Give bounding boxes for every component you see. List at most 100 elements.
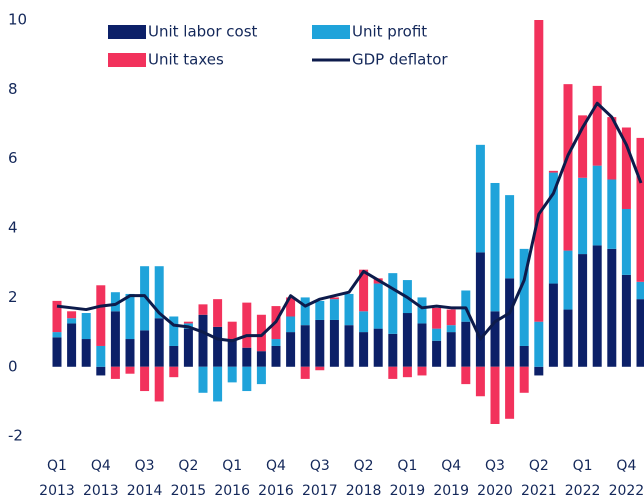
bar-segment [169,316,179,346]
y-tick-label: 10 [8,11,27,29]
bar-segment [52,337,62,367]
y-tick-label: 0 [8,357,18,375]
bar-segment [315,300,325,320]
bar-segment [446,332,456,367]
legend-label: Unit labor cost [148,23,258,41]
bar-segment [475,366,485,397]
bar-segment [81,339,91,367]
x-tick-label: Q2 2015 [170,458,207,499]
bar-segment [578,115,588,178]
bar-segment [52,332,62,338]
bar-segment [154,266,164,319]
bar-segment [432,340,442,367]
bar-segment [169,366,179,378]
y-tick-label: 8 [8,80,18,98]
bar-segment [432,307,442,329]
bar-segment [417,297,427,324]
bar-segment [388,333,398,367]
bar-segment [417,323,427,367]
bar-segment [183,328,193,367]
bar-segment [52,300,62,333]
bar-segment [461,321,471,367]
bar-segment [563,250,573,310]
bar-segment [359,269,369,312]
bar-segment [256,351,266,367]
bar-segment [373,328,383,367]
bar-segment [621,208,631,275]
bar-segment [183,321,193,324]
bar-segment [592,165,602,246]
x-tick-label: Q4 2016 [258,458,294,499]
bar-segment [578,177,588,255]
bar-segment [534,321,544,367]
bar-segment [519,345,529,367]
bar-segment [271,339,281,346]
x-tick-label: Q1 2022 [564,458,601,499]
bar-segment [242,366,252,392]
bar-segment [198,314,208,367]
bar-segment [67,318,77,324]
bar-segment [110,292,120,312]
bar-segment [286,332,296,367]
bar-segment [140,266,150,331]
bar-segment [490,311,500,367]
bar-segment [213,299,223,327]
bar-segment [607,117,617,180]
bar-segment [125,366,135,374]
bar-segment [242,302,252,348]
bar-segment [373,283,383,329]
legend-swatch [108,53,146,67]
bar-segment [607,179,617,249]
bar-segment [140,330,150,367]
bar-segment [256,314,266,352]
bar-segment [67,311,77,319]
x-tick-label: Q3 2017 [301,458,338,499]
bar-segment [505,278,515,367]
bar-segment [636,281,644,300]
bar-segment [592,85,602,166]
bar-segment [505,195,515,279]
x-tick-label: Q1 2019 [389,458,426,499]
y-tick-label: 6 [8,149,18,167]
bar-segment [154,318,164,367]
legend-label: GDP deflator [352,51,448,69]
bar-segment [227,339,237,367]
bar-segment [329,299,339,320]
bar-segment [490,366,500,424]
bar-segment [315,366,325,371]
bar-segment [213,366,223,402]
bar-segment [446,325,456,333]
bar-segment [242,347,252,367]
bar-segment [475,144,485,253]
bar-segment [125,293,135,340]
bar-segment [402,366,412,378]
bar-segment [461,290,471,322]
bar-segment [110,311,120,367]
bar-segment [140,366,150,392]
x-tick-label: Q4 2019 [433,458,469,499]
bar-segment [96,345,106,367]
bar-segment [96,285,106,346]
bar-segment [636,299,644,367]
x-tick-label: Q3 2014 [126,458,163,499]
bar-segment [621,127,631,209]
bar-segment [344,293,354,326]
line [56,101,643,343]
bar-segment [578,254,588,367]
bar-segment [432,328,442,341]
x-tick-label: Q3 2020 [477,458,513,499]
bar-segment [227,366,237,383]
bar-segment [213,326,223,367]
x-tick-label: Q2 2021 [520,458,557,499]
bar-segment [359,311,369,333]
bar-segment [256,366,266,385]
bar-segment [286,316,296,333]
bar-segment [505,366,515,419]
bar-segment [329,297,339,300]
bar-segment [388,366,398,379]
legend-label: Unit taxes [148,51,224,69]
bar-segment [154,366,164,402]
x-tick-label: Q1 2013 [39,458,75,499]
